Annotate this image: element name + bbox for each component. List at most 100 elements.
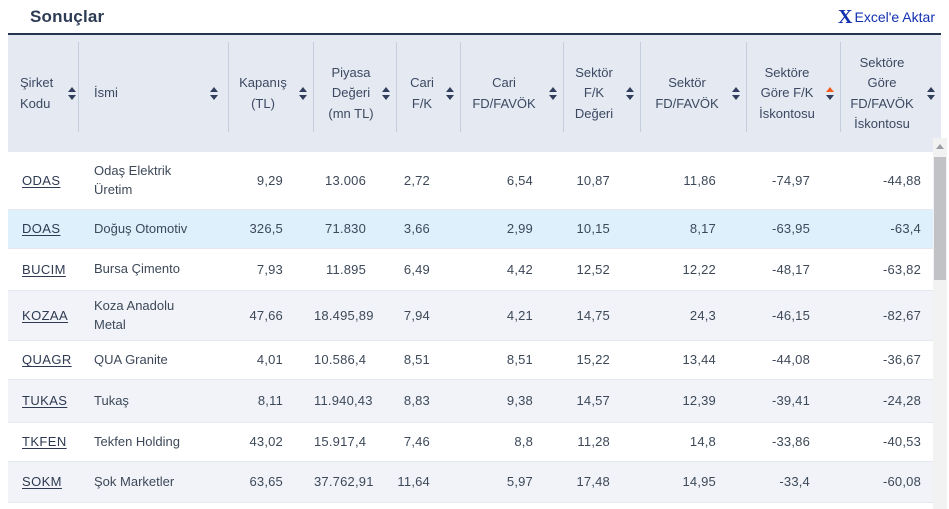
header-row: Şirket Kodu İsmi Kapanış (TL) Piyasa Değ…	[8, 35, 941, 152]
export-to-excel-link[interactable]: X Excel'e Aktar	[838, 7, 936, 27]
value-cell: 71.830	[313, 209, 396, 249]
ticker-cell: BUCIM	[8, 248, 78, 291]
ticker-link[interactable]: QUAGR	[22, 352, 72, 367]
table-row: TUKAS Tukaş 8,11 11.940,43 8,83 9,38 14,57 12…	[8, 379, 941, 423]
value-cell: 6,49	[396, 248, 460, 291]
company-name: QUA Granite	[78, 340, 228, 380]
value-cell: 10.586,4	[313, 340, 396, 380]
value-cell: 47,66	[228, 290, 313, 341]
column-label: Sektör FD/FAVÖK	[655, 75, 719, 111]
column-header-ismi[interactable]: İsmi	[78, 35, 228, 152]
value-cell: 326,5	[228, 209, 313, 249]
value-cell: 8,8	[460, 422, 563, 462]
ticker-link[interactable]: SOKM	[22, 474, 62, 489]
column-label: Piyasa Değeri (mn TL)	[328, 65, 374, 121]
scroll-up-button[interactable]	[933, 138, 947, 154]
value-cell: 7,93	[228, 248, 313, 291]
value-cell: 9,38	[460, 379, 563, 423]
value-cell: 12,52	[563, 248, 640, 291]
table-row: TKFEN Tekfen Holding 43,02 15.917,4 7,46 8,…	[8, 422, 941, 462]
column-header-cari-fk[interactable]: Cari F/K	[396, 35, 460, 152]
ticker-cell: SOKM	[8, 461, 78, 503]
scrollbar-thumb[interactable]	[934, 157, 946, 280]
value-cell: 14,95	[640, 461, 746, 503]
ticker-link[interactable]: BUCIM	[22, 261, 66, 277]
column-header-kapanis-tl[interactable]: Kapanış (TL)	[228, 35, 313, 152]
company-name: Odaş Elektrik Üretim	[78, 152, 228, 210]
value-cell: 5,97	[460, 461, 563, 503]
value-cell: 14,57	[563, 379, 640, 423]
ticker-cell: DOAS	[8, 209, 78, 249]
column-header-cari-fd-favok[interactable]: Cari FD/FAVÖK	[460, 35, 563, 152]
column-header-sirket-kodu[interactable]: Şirket Kodu	[8, 35, 78, 152]
value-cell: 2,72	[396, 152, 460, 210]
sort-icon	[382, 86, 390, 100]
value-cell: -33,4	[746, 461, 840, 503]
value-cell: 13,44	[640, 340, 746, 380]
column-header-sektore-gore-fk-iskontosu[interactable]: Sektöre Göre F/K İskontosu	[746, 35, 840, 152]
ticker-cell: ODAS	[8, 152, 78, 210]
value-cell: 17,48	[563, 461, 640, 503]
value-cell: 6,54	[460, 152, 563, 210]
column-label: Şirket Kodu	[20, 75, 54, 111]
table-row: QUAGR QUA Granite 4,01 10.586,4 8,51 8,51 15…	[8, 340, 941, 380]
sort-icon	[927, 87, 935, 100]
value-cell: 4,21	[460, 290, 563, 341]
value-cell: 11.895	[313, 248, 396, 291]
value-cell: 14,8	[640, 422, 746, 462]
ticker-cell: QUAGR	[8, 340, 78, 380]
value-cell: 12,22	[640, 248, 746, 291]
column-header-sektor-fd-favok[interactable]: Sektör FD/FAVÖK	[640, 35, 746, 152]
table-row: KOZAA Koza Anadolu Metal 47,66 18.495,89 7…	[8, 290, 941, 341]
sort-icon	[210, 86, 218, 100]
table-body: ODAS Odaş Elektrik Üretim 9,29 13.006 2,72…	[8, 152, 941, 503]
ticker-link[interactable]: ODAS	[22, 172, 61, 188]
value-cell: 8,51	[396, 340, 460, 380]
company-name: Doğuş Otomotiv	[78, 209, 228, 249]
company-name: Koza Anadolu Metal	[78, 290, 228, 341]
value-cell: -44,08	[746, 340, 840, 380]
column-header-sektor-fk-degeri[interactable]: Sektör F/K Değeri	[563, 35, 640, 152]
ticker-link[interactable]: DOAS	[22, 221, 61, 236]
results-table: Şirket Kodu İsmi Kapanış (TL) Piyasa Değ…	[8, 33, 947, 509]
value-cell: 15,22	[563, 340, 640, 380]
sort-icon	[446, 87, 454, 100]
value-cell: 43,02	[228, 422, 313, 462]
table-row: ODAS Odaş Elektrik Üretim 9,29 13.006 2,72…	[8, 152, 941, 210]
value-cell: 3,66	[396, 209, 460, 249]
table-row: BUCIM Bursa Çimento 7,93 11.895 6,49 4,42 12…	[8, 248, 941, 291]
column-header-piyasa-degeri-mn-tl[interactable]: Piyasa Değeri (mn TL)	[313, 35, 396, 152]
value-cell: -63,82	[840, 248, 941, 291]
value-cell: 18.495,89	[313, 290, 396, 341]
value-cell: 11,64	[396, 461, 460, 503]
sort-icon	[68, 87, 76, 100]
ticker-cell: TUKAS	[8, 379, 78, 423]
value-cell: 4,01	[228, 340, 313, 380]
topbar: Sonuçlar X Excel'e Aktar	[0, 0, 949, 33]
value-cell: -24,28	[840, 379, 941, 423]
value-cell: 10,15	[563, 209, 640, 249]
column-label: Sektör F/K Değeri	[574, 65, 614, 121]
value-cell: -39,41	[746, 379, 840, 423]
value-cell: 2,99	[460, 209, 563, 249]
ticker-link[interactable]: KOZAA	[22, 307, 69, 323]
ticker-link[interactable]: TUKAS	[22, 393, 68, 408]
column-header-sektore-gore-fd-favok-iskontosu[interactable]: Sektöre Göre FD/FAVÖK İskontosu	[840, 35, 941, 152]
sort-icon	[732, 87, 740, 100]
company-name: Tekfen Holding	[78, 422, 228, 462]
export-label: Excel'e Aktar	[854, 9, 936, 25]
value-cell: 15.917,4	[313, 422, 396, 462]
ticker-link[interactable]: TKFEN	[22, 434, 67, 449]
scrollbar[interactable]	[933, 138, 947, 509]
value-cell: 8,17	[640, 209, 746, 249]
value-cell: 14,75	[563, 290, 640, 341]
value-cell: 8,83	[396, 379, 460, 423]
value-cell: -82,67	[840, 290, 941, 341]
sort-icon	[549, 87, 557, 100]
company-name: Şok Marketler	[78, 461, 228, 503]
column-label: İsmi	[94, 85, 118, 101]
table-row: DOAS Doğuş Otomotiv 326,5 71.830 3,66 2,99 1…	[8, 209, 941, 249]
value-cell: -44,88	[840, 152, 941, 210]
table-row: SOKM Şok Marketler 63,65 37.762,91 11,64 5,…	[8, 461, 941, 503]
sort-icon	[299, 87, 307, 100]
